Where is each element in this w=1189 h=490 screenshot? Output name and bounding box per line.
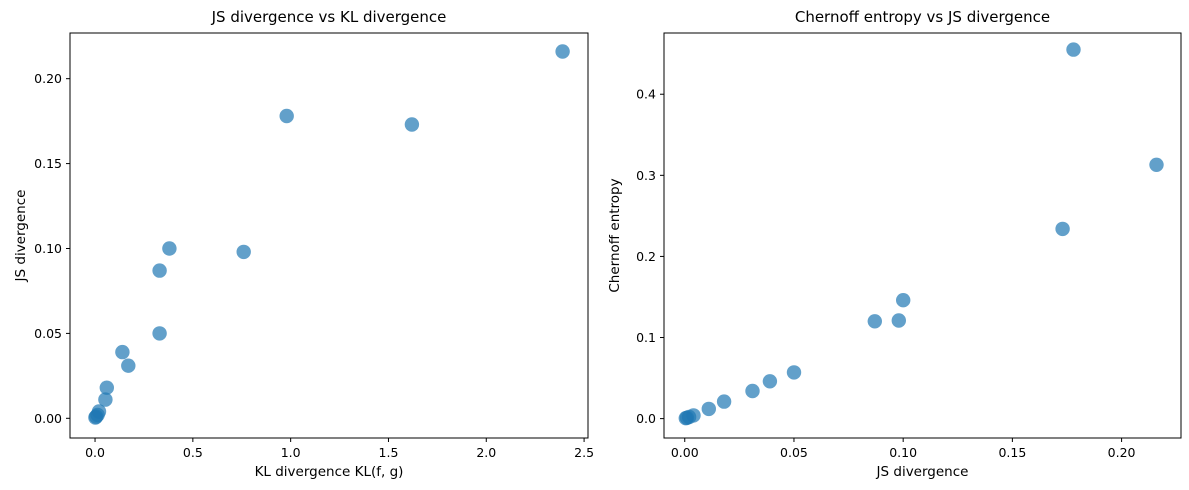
- data-point: [99, 380, 115, 395]
- chart-title: Chernoff entropy vs JS divergence: [795, 8, 1050, 26]
- data-point: [152, 263, 167, 278]
- data-point: [98, 392, 113, 407]
- x-tick-label: 0.20: [1108, 445, 1136, 460]
- data-point: [115, 344, 130, 360]
- data-point: [701, 401, 716, 417]
- y-tick-label: 0.2: [636, 249, 656, 264]
- y-tick-label: 0.4: [636, 87, 656, 102]
- data-point: [162, 241, 177, 256]
- chart-chernoff-vs-js: 0.00 0.05 0.10 0.15 0.20 0.0 0.1 0.2 0.3 0.4 Chern…: [607, 8, 1182, 480]
- data-point: [745, 383, 760, 399]
- data-point: [152, 326, 167, 341]
- data-point: [121, 358, 136, 373]
- data-point: [91, 404, 107, 419]
- data-point: [716, 394, 732, 409]
- x-tick-label: 0.15: [998, 445, 1026, 460]
- data-point: [762, 374, 778, 389]
- y-tick-label: 0.3: [636, 168, 656, 183]
- y-tick-label: 0.15: [34, 156, 62, 171]
- x-tick-label: 0.00: [671, 445, 699, 460]
- x-tick-label: 1.0: [281, 445, 301, 460]
- data-point: [896, 293, 911, 308]
- data-point: [867, 314, 882, 329]
- x-tick-label: 2.5: [574, 445, 594, 460]
- x-tick-label: 0.05: [780, 445, 808, 460]
- x-axis-label: JS divergence: [876, 464, 969, 480]
- chart-js-vs-kl: 0.0 0.5 1.0 1.5 2.0 2.5 0.00 0.05 0.10 0.15 0.20 JS…: [13, 8, 594, 480]
- y-tick-label: 0.05: [34, 326, 62, 341]
- data-point: [1149, 157, 1164, 172]
- x-tick-label: 0.0: [85, 445, 105, 460]
- x-tick-label: 0.10: [889, 445, 917, 460]
- chart-title: JS divergence vs KL divergence: [211, 8, 447, 26]
- data-point: [891, 313, 906, 328]
- x-tick-label: 2.0: [476, 445, 496, 460]
- y-axis-label: JS divergence: [13, 190, 29, 283]
- x-axis-label: KL divergence KL(f, g): [255, 464, 404, 480]
- data-point: [1055, 221, 1070, 237]
- data-point: [1066, 42, 1081, 57]
- y-tick-label: 0.0: [636, 411, 656, 426]
- y-tick-label: 0.00: [34, 411, 62, 426]
- y-axis-label: Chernoff entropy: [607, 178, 623, 292]
- data-point: [786, 365, 802, 380]
- data-point: [555, 44, 570, 59]
- data-point: [404, 117, 420, 132]
- axes-spines: [663, 32, 1182, 439]
- y-tick-label: 0.10: [34, 241, 62, 256]
- data-point: [236, 244, 251, 260]
- y-tick-label: 0.20: [34, 71, 62, 86]
- data-point: [686, 408, 701, 423]
- axes-spines: [69, 32, 589, 439]
- y-tick-label: 0.1: [636, 330, 656, 345]
- x-tick-label: 0.5: [183, 445, 203, 460]
- x-tick-label: 1.5: [379, 445, 399, 460]
- data-point: [279, 108, 294, 124]
